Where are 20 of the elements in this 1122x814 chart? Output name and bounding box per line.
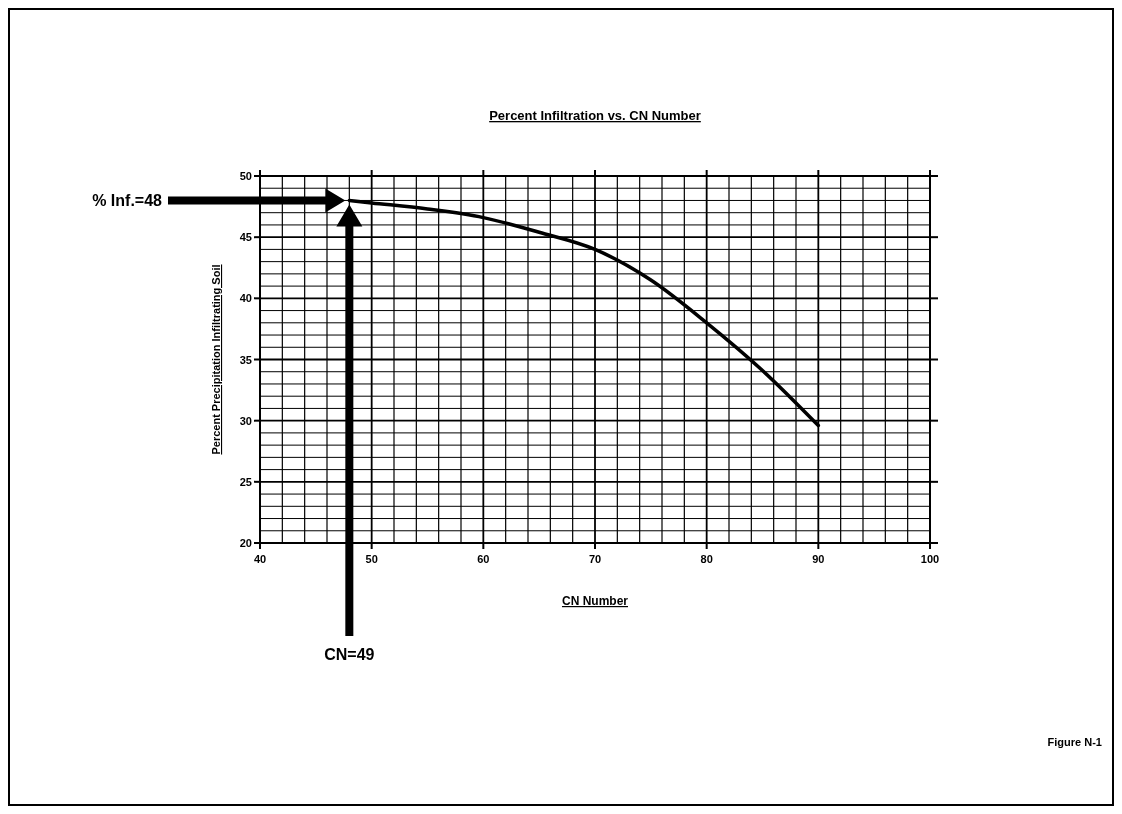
y-tick-label: 45	[239, 231, 252, 244]
y-tick-label: 25	[239, 475, 252, 488]
y-axis-title: Percent Precipitation Infiltrating Soil	[210, 264, 222, 455]
y-tick-label: 50	[239, 170, 252, 182]
x-tick-label: 70	[588, 553, 602, 565]
x-tick-label: 100	[920, 553, 940, 565]
text: Figure N-1	[1047, 736, 1102, 748]
x-tick-label: 50	[365, 553, 378, 565]
text: % Inf.=48	[92, 192, 163, 210]
y-tick-label: 30	[239, 414, 252, 427]
y-tick-label: 20	[239, 537, 252, 549]
x-tick-label: 90	[812, 553, 825, 565]
x-axis-title: CN Number	[561, 594, 629, 608]
x-tick-label: 80	[700, 553, 713, 565]
x-tick-label: 40	[253, 553, 267, 565]
x-tick-label: 60	[477, 553, 490, 565]
y-tick-label: 40	[239, 292, 252, 305]
text: CN=49	[324, 646, 375, 663]
chart-title: Percent Infiltration vs. CN Number	[489, 108, 701, 123]
y-tick-label: 35	[239, 353, 252, 366]
